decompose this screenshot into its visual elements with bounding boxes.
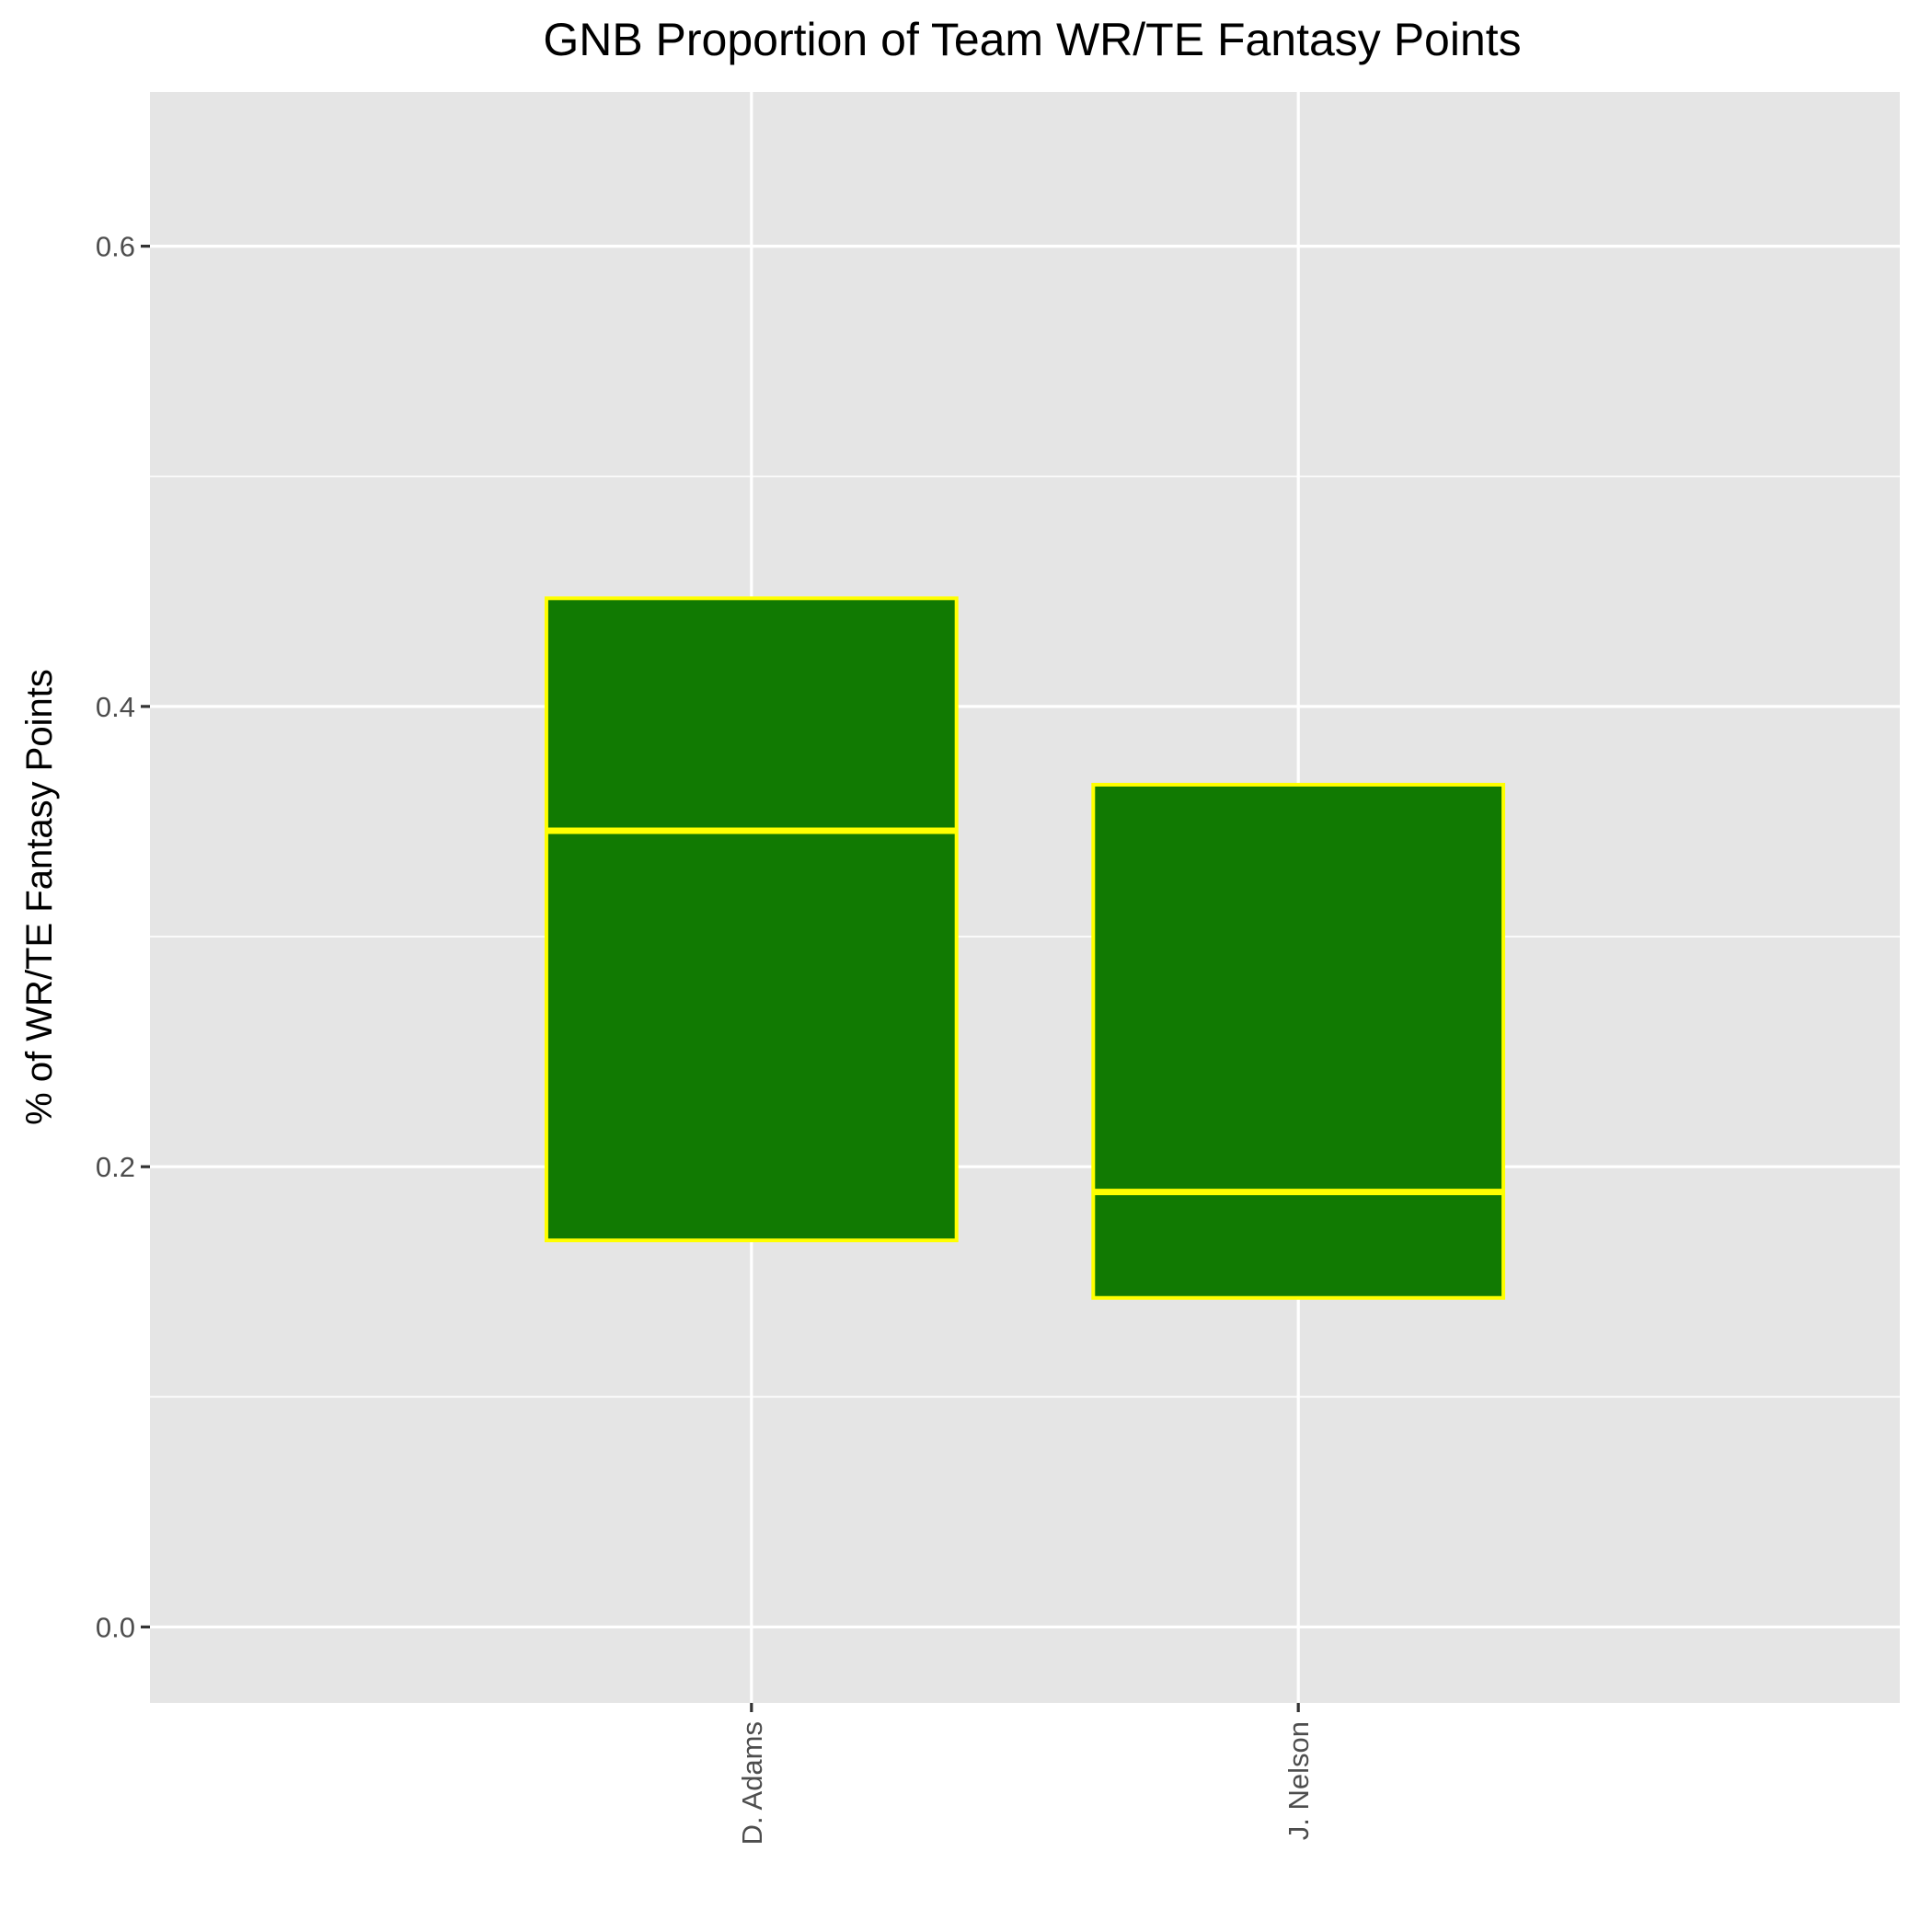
x-tick-label: D. Adams — [736, 1721, 768, 1845]
plot-panel — [150, 92, 1900, 1703]
x-axis: D. Adams J. Nelson — [736, 1703, 1315, 1845]
y-tick-label: 0.0 — [96, 1611, 135, 1643]
y-tick-label: 0.2 — [96, 1151, 135, 1183]
box-iqr-rect — [1091, 782, 1506, 1300]
y-tick-label: 0.6 — [96, 231, 135, 263]
y-tick-label: 0.4 — [96, 691, 135, 723]
x-tick-label: J. Nelson — [1282, 1721, 1315, 1840]
y-axis-title: % of WR/TE Fantasy Points — [19, 669, 60, 1125]
y-axis: 0.0 0.2 0.4 0.6 — [96, 231, 150, 1643]
box-iqr-rect — [544, 596, 959, 1243]
boxes — [544, 596, 1506, 1300]
box-d-adams — [544, 596, 959, 1243]
box-j-nelson — [1091, 782, 1506, 1300]
chart-title: GNB Proportion of Team WR/TE Fantasy Poi… — [543, 14, 1521, 65]
